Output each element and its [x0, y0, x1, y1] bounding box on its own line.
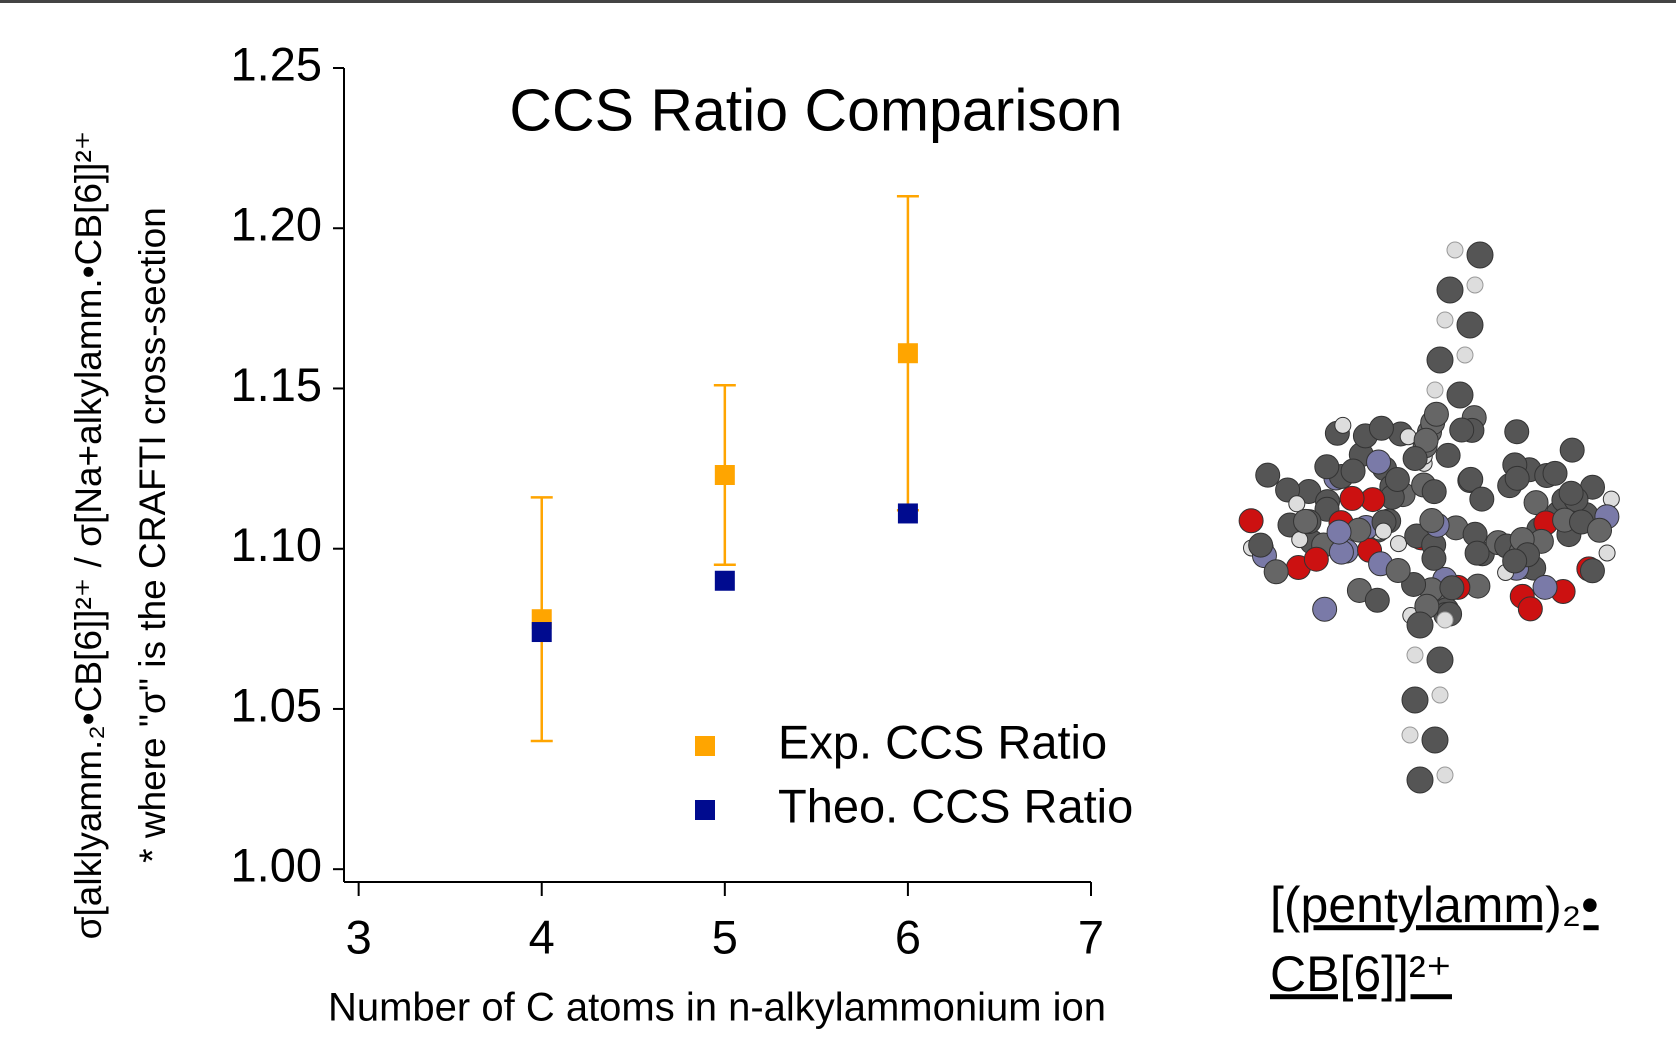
atom [1456, 346, 1474, 364]
marker [897, 503, 918, 524]
atom [1436, 311, 1454, 329]
atom [1436, 766, 1454, 784]
atom [1446, 381, 1474, 409]
atom [1312, 596, 1338, 622]
atom [1334, 416, 1352, 434]
atom [1303, 546, 1329, 572]
molecule-illustration [1238, 241, 1620, 794]
atom [1431, 686, 1449, 704]
atom [1263, 559, 1289, 585]
legend-marker [695, 736, 715, 756]
marker [714, 465, 735, 485]
x-tick-label: 6 [895, 910, 921, 963]
atom [1419, 508, 1445, 534]
atom [1402, 446, 1428, 472]
x-axis-label: Number of C atoms in n-alkylammonium ion [328, 986, 1106, 1030]
atom [1238, 508, 1264, 534]
y-tick-label: 1.00 [231, 839, 322, 892]
atom [1366, 449, 1392, 475]
atom [1504, 419, 1530, 445]
legend-label: Exp. CCS Ratio [778, 715, 1107, 768]
atom [1368, 415, 1394, 441]
atom [1374, 522, 1392, 540]
y-axis-label: σ[alklyamm.₂•CB[6]]²⁺ / σ[Na+alkylamm.•C… [68, 131, 109, 940]
atom [1449, 417, 1475, 443]
atom [1439, 575, 1465, 601]
y-tick-label: 1.05 [231, 678, 322, 731]
legend-marker [695, 800, 715, 820]
atom [1401, 686, 1429, 714]
atom [1532, 574, 1558, 600]
x-tick-label: 7 [1078, 910, 1104, 963]
chart-title: CCS Ratio Comparison [509, 78, 1122, 144]
atom [1293, 508, 1319, 534]
marker [714, 570, 735, 591]
atom [1406, 766, 1434, 794]
atom [1406, 611, 1434, 639]
atom [1426, 346, 1454, 374]
atom [1517, 596, 1543, 622]
atom [1587, 517, 1613, 543]
atom [1406, 646, 1424, 664]
atom [1523, 490, 1549, 516]
atom [1558, 480, 1584, 506]
atom [1421, 726, 1449, 754]
atom [1339, 485, 1365, 511]
atom [1413, 427, 1439, 453]
y-tick-label: 1.25 [231, 37, 322, 90]
atom [1542, 460, 1568, 486]
atom [1458, 466, 1484, 492]
x-tick-label: 4 [529, 910, 555, 963]
x-tick-label: 5 [712, 910, 738, 963]
atom [1401, 726, 1419, 744]
atom [1579, 558, 1605, 584]
atom [1423, 401, 1449, 427]
legend-label: Theo. CCS Ratio [778, 779, 1133, 832]
atom [1466, 241, 1494, 269]
atom [1559, 437, 1585, 463]
atom [1255, 462, 1281, 488]
y-tick-label: 1.20 [231, 198, 322, 251]
atom [1248, 532, 1274, 558]
atom [1421, 545, 1447, 571]
atom [1288, 495, 1306, 513]
marker [897, 343, 918, 364]
atom [1421, 479, 1447, 505]
atom [1456, 311, 1484, 339]
atom [1436, 276, 1464, 304]
marker [531, 622, 552, 643]
atom [1340, 458, 1366, 484]
y-tick-label: 1.15 [231, 358, 322, 411]
x-tick-label: 3 [346, 910, 372, 963]
caption: CB[6]]²⁺ [1270, 946, 1452, 1002]
atom [1469, 486, 1495, 512]
atom [1435, 442, 1461, 468]
atom [1384, 467, 1410, 493]
atom [1504, 465, 1530, 491]
atom [1426, 646, 1454, 674]
atom [1385, 558, 1411, 584]
atom [1502, 548, 1528, 574]
atom [1326, 519, 1352, 545]
atom [1426, 381, 1444, 399]
top-border [0, 0, 1676, 3]
atom [1364, 587, 1390, 613]
atom [1464, 540, 1490, 566]
y-axis-label: * where "σ" is the CRAFTI cross-section [132, 207, 173, 863]
atom [1466, 276, 1484, 294]
atom [1446, 241, 1464, 259]
caption: [(pentylamm)₂• [1270, 877, 1599, 933]
atom [1436, 611, 1454, 629]
atom [1314, 454, 1340, 480]
y-tick-label: 1.10 [231, 518, 322, 571]
atom [1390, 535, 1408, 553]
atom [1598, 544, 1616, 562]
atom [1291, 531, 1309, 549]
